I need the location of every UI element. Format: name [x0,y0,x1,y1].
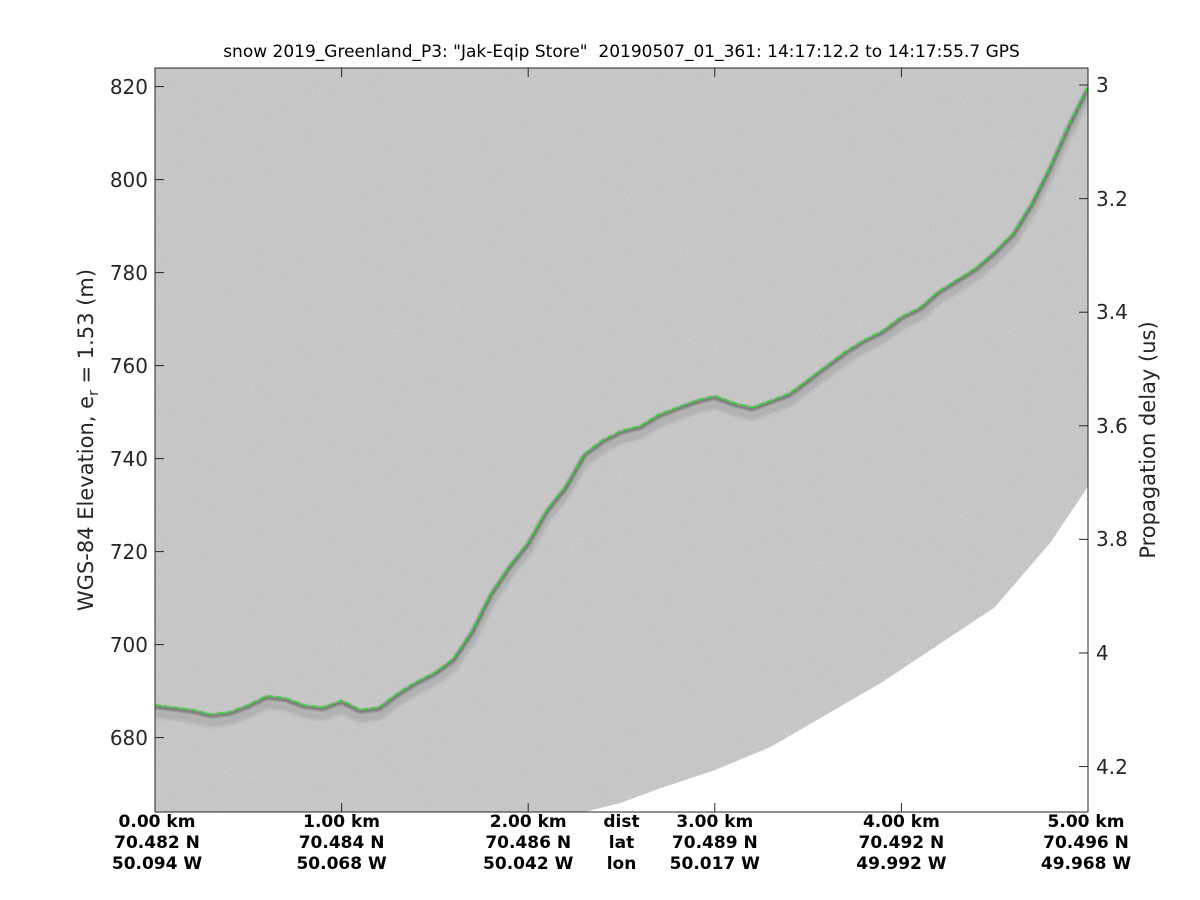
y-axis-label-tail: = 1.53 (m) [74,268,98,391]
y2-tick-label: 3 [1096,73,1109,98]
x-tick-lat: 70.492 N [858,833,945,853]
x-tick-lat: 70.482 N [114,833,200,853]
y-axis-label-subscript: r [86,390,102,396]
no-data-region [584,486,1088,812]
x-tick-column: 1.00 km 70.484 N 50.068 W [296,812,386,875]
plot-frame [154,67,1089,813]
x-tick-dist: dist [603,812,640,832]
y2-tick-label: 3.2 [1096,186,1128,211]
x-tick-column: 3.00 km 70.489 N 50.017 W [670,812,760,875]
y-tick-label: 800 [109,167,148,192]
y-tick-label: 680 [109,725,148,750]
x-tick-dist: 0.00 km [118,812,196,832]
x-tick-lat: 70.486 N [485,833,572,853]
y2-tick-label: 3.4 [1096,300,1128,325]
y-tick-label: 820 [109,74,148,99]
echogram-image [155,68,1088,812]
x-tick-lon: 49.992 W [856,854,947,874]
x-tick-dist: 1.00 km [303,812,381,832]
y-axis-label-right: Propagation delay (us) [1136,321,1160,559]
x-tick-lon: 50.094 W [111,854,203,874]
x-tick-dist: 2.00 km [489,812,567,832]
x-tick-lon: 50.068 W [296,854,387,874]
y-tick-label: 780 [109,260,148,285]
y2-tick-label: 3.8 [1096,527,1128,552]
x-axis-row-labels: dist lat lon [603,812,639,875]
y-tick-label: 720 [109,539,148,564]
y2-tick-label: 4.2 [1096,754,1128,779]
subsurface-scatter [155,93,1088,728]
y-axis-label-left: WGS-84 Elevation, er = 1.53 (m) [74,269,102,611]
x-tick-dist: 3.00 km [676,812,754,832]
x-tick-lat: lat [608,833,635,853]
y-tick-label: 700 [109,632,148,657]
surface-track-line [155,86,1088,716]
x-tick-lat: 70.484 N [298,833,385,853]
x-tick-column: 5.00 km 70.496 N 49.968 W [1041,812,1131,875]
x-tick-lon: 49.968 W [1040,854,1132,874]
x-tick-lon: 50.042 W [483,854,574,874]
x-tick-lat: 70.489 N [671,833,758,853]
x-tick-column: 4.00 km 70.492 N 49.992 W [856,812,946,875]
chart-title: snow 2019_Greenland_P3: "Jak-Eqip Store"… [223,42,1020,62]
x-tick-lon: lon [606,854,637,874]
y2-tick-label: 3.6 [1096,413,1128,438]
x-tick-column: 2.00 km 70.486 N 50.042 W [483,812,573,875]
x-tick-lat: 70.496 N [1043,833,1129,853]
surface-echo-band [155,87,1088,718]
x-tick-column: 0.00 km 70.482 N 50.094 W [112,812,202,875]
x-tick-dist: 5.00 km [1047,812,1125,832]
y2-tick-label: 4 [1096,640,1109,665]
x-tick-lon: 50.017 W [669,854,760,874]
y-axis-label-main: WGS-84 Elevation, e [74,395,98,612]
x-tick-dist: 4.00 km [862,812,940,832]
y-tick-label: 740 [109,446,148,471]
y-tick-label: 760 [109,353,148,378]
